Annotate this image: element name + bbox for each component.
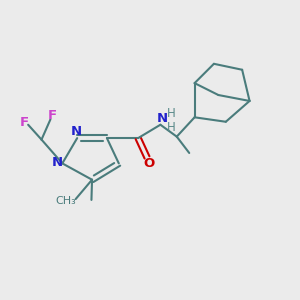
Text: F: F	[47, 109, 56, 122]
Text: CH₃: CH₃	[55, 196, 76, 206]
Text: O: O	[143, 157, 154, 170]
Text: H: H	[167, 121, 176, 134]
Text: N: N	[157, 112, 168, 125]
Text: F: F	[20, 116, 29, 129]
Text: N: N	[51, 156, 62, 169]
Text: H: H	[167, 107, 176, 120]
Text: N: N	[71, 125, 82, 138]
